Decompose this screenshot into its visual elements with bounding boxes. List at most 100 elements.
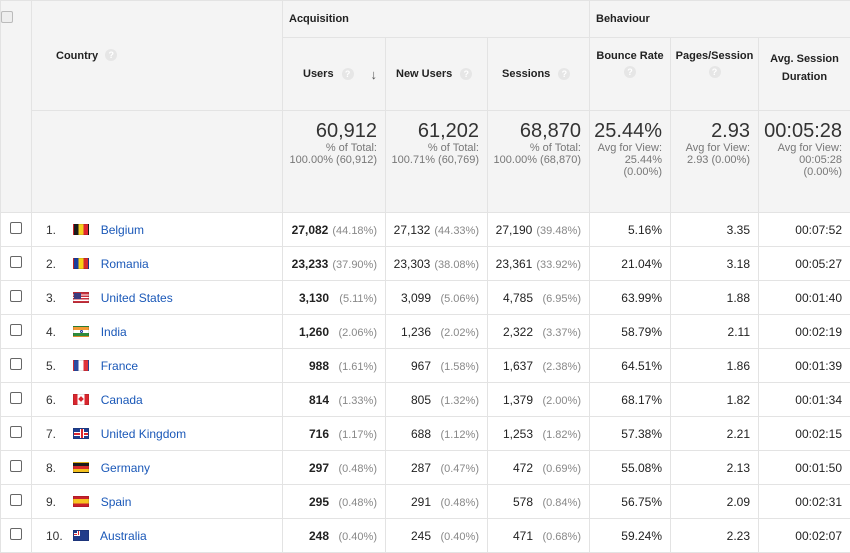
sessions-header-label: Sessions	[502, 68, 550, 80]
country-link[interactable]: France	[101, 359, 138, 373]
users-percent: (5.11%)	[333, 293, 377, 305]
totals-pages-detail: 2.93 (0.00%)	[671, 154, 750, 166]
new-users-column-header[interactable]: New Users ?	[386, 38, 488, 111]
new-users-value: 688	[411, 427, 431, 441]
country-link[interactable]: Australia	[100, 529, 147, 543]
avg-duration-cell: 00:05:27	[759, 247, 850, 281]
country-link[interactable]: Canada	[101, 393, 143, 407]
row-checkbox[interactable]	[10, 290, 22, 302]
totals-avg-duration: 00:05:28 Avg for View: 00:05:28 (0.00%)	[759, 111, 850, 213]
sessions-column-header[interactable]: Sessions ?	[488, 38, 590, 111]
country-link[interactable]: Spain	[101, 495, 132, 509]
avg-duration-cell: 00:01:50	[759, 451, 850, 485]
row-index: 6.	[46, 393, 70, 407]
country-link[interactable]: Romania	[101, 257, 149, 271]
new-users-percent: (1.58%)	[435, 361, 479, 373]
users-cell: 295(0.48%)	[283, 485, 386, 519]
users-value: 814	[309, 393, 329, 407]
pages-session-cell: 3.18	[671, 247, 759, 281]
row-checkbox[interactable]	[10, 256, 22, 268]
new-users-percent: (0.47%)	[435, 463, 479, 475]
help-icon[interactable]: ?	[460, 68, 472, 80]
avg-duration-cell: 00:01:40	[759, 281, 850, 315]
users-cell: 27,082(44.18%)	[283, 213, 386, 247]
country-link[interactable]: United States	[101, 291, 173, 305]
row-checkbox[interactable]	[10, 222, 22, 234]
sort-descending-icon[interactable]: ↓	[371, 67, 378, 82]
france-flag-icon	[73, 360, 89, 371]
country-cell: 2. Romania	[32, 247, 283, 281]
table-body: 1. Belgium 27,082(44.18%) 27,132(44.33%)…	[1, 213, 850, 553]
users-value: 716	[309, 427, 329, 441]
behaviour-group-header: Behaviour	[590, 1, 850, 38]
row-checkbox[interactable]	[10, 494, 22, 506]
row-select-cell	[1, 281, 32, 315]
select-all-checkbox[interactable]	[1, 11, 13, 23]
country-link[interactable]: India	[101, 325, 127, 339]
bounce-rate-cell: 64.51%	[590, 349, 671, 383]
totals-sessions-detail: 100.00% (68,870)	[488, 154, 581, 166]
bounce-rate-cell: 55.08%	[590, 451, 671, 485]
pages-session-cell: 3.35	[671, 213, 759, 247]
table-row-germany: 8. Germany 297(0.48%) 287(0.47%) 472(0.6…	[1, 451, 850, 485]
users-column-header[interactable]: Users ? ↓	[283, 38, 386, 111]
table-row-australia: 10. Australia 248(0.40%) 245(0.40%) 471(…	[1, 519, 850, 553]
users-cell: 248(0.40%)	[283, 519, 386, 553]
totals-duration-detail: 00:05:28	[759, 154, 842, 166]
help-icon[interactable]: ?	[105, 49, 117, 61]
new-users-value: 245	[411, 529, 431, 543]
belgium-flag-icon	[73, 224, 89, 235]
help-icon[interactable]: ?	[709, 66, 721, 78]
select-all-cell	[1, 1, 32, 213]
table-row-uk: 7. United Kingdom 716(1.17%) 688(1.12%) …	[1, 417, 850, 451]
users-header-label: Users	[303, 68, 334, 80]
sessions-value: 1,637	[503, 359, 533, 373]
totals-sessions: 68,870 % of Total: 100.00% (68,870)	[488, 111, 590, 213]
users-cell: 988(1.61%)	[283, 349, 386, 383]
avg-session-duration-column-header[interactable]: Avg. Session Duration	[759, 38, 850, 111]
pages-session-column-header[interactable]: Pages/Session ?	[671, 38, 759, 111]
totals-new-users-value: 61,202	[386, 121, 479, 141]
help-icon[interactable]: ?	[342, 68, 354, 80]
country-cell: 4. India	[32, 315, 283, 349]
totals-bounce-delta: (0.00%)	[590, 166, 662, 178]
users-percent: (37.90%)	[332, 259, 377, 271]
help-icon[interactable]: ?	[624, 66, 636, 78]
users-cell: 297(0.48%)	[283, 451, 386, 485]
avg-session-header-label-line2: Duration	[759, 68, 850, 86]
sessions-value: 2,322	[503, 325, 533, 339]
row-checkbox[interactable]	[10, 392, 22, 404]
avg-duration-cell: 00:02:31	[759, 485, 850, 519]
country-link[interactable]: Germany	[101, 461, 150, 475]
canada-flag-icon	[73, 394, 89, 405]
totals-new-users: 61,202 % of Total: 100.71% (60,769)	[386, 111, 488, 213]
sessions-value: 23,361	[496, 257, 533, 271]
row-checkbox[interactable]	[10, 324, 22, 336]
new-users-percent: (1.32%)	[435, 395, 479, 407]
table-row-romania: 2. Romania 23,233(37.90%) 23,303(38.08%)…	[1, 247, 850, 281]
users-value: 988	[309, 359, 329, 373]
bounce-rate-cell: 58.79%	[590, 315, 671, 349]
sessions-percent: (6.95%)	[537, 293, 581, 305]
totals-duration-value: 00:05:28	[759, 121, 842, 141]
new-users-header-label: New Users	[396, 68, 452, 80]
row-checkbox[interactable]	[10, 358, 22, 370]
users-value: 248	[309, 529, 329, 543]
row-checkbox[interactable]	[10, 426, 22, 438]
country-link[interactable]: United Kingdom	[101, 427, 186, 441]
avg-duration-cell: 00:01:34	[759, 383, 850, 417]
sessions-cell: 1,637(2.38%)	[488, 349, 590, 383]
new-users-cell: 23,303(38.08%)	[386, 247, 488, 281]
pages-session-cell: 1.86	[671, 349, 759, 383]
table-row-spain: 9. Spain 295(0.48%) 291(0.48%) 578(0.84%…	[1, 485, 850, 519]
totals-new-users-detail: 100.71% (60,769)	[386, 154, 479, 166]
users-percent: (2.06%)	[333, 327, 377, 339]
country-link[interactable]: Belgium	[101, 223, 144, 237]
new-users-value: 27,132	[394, 223, 431, 237]
bounce-rate-column-header[interactable]: Bounce Rate ?	[590, 38, 671, 111]
avg-duration-cell: 00:02:19	[759, 315, 850, 349]
help-icon[interactable]: ?	[558, 68, 570, 80]
row-select-cell	[1, 349, 32, 383]
country-column-header[interactable]: Country ?	[32, 1, 283, 111]
row-checkbox[interactable]	[10, 460, 22, 472]
